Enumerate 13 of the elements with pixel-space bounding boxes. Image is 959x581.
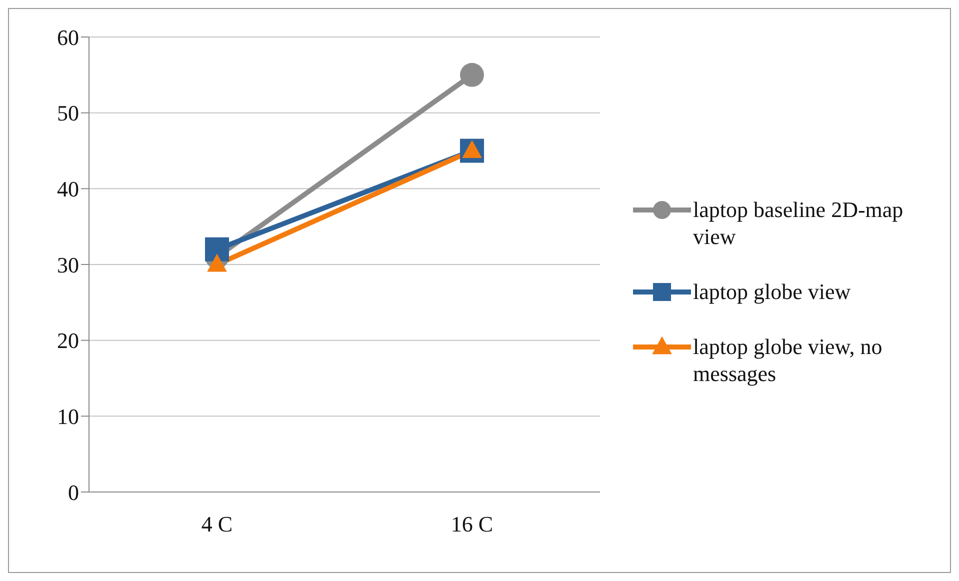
y-tick-label: 40 — [57, 176, 79, 202]
point — [460, 62, 484, 87]
x-tick-label: 4 C — [201, 512, 233, 537]
y-tick-label: 20 — [57, 328, 79, 354]
legend-label: laptop globe view — [693, 278, 851, 305]
y-tick-label: 60 — [57, 24, 79, 50]
x-tick-label: 16 C — [450, 512, 494, 537]
y-tick-label: 10 — [57, 404, 79, 429]
y-tick-label: 30 — [57, 252, 79, 278]
y-tick-label: 50 — [57, 100, 79, 126]
legend-label: laptop globe view, no messages — [693, 333, 884, 387]
legend-label: laptop baseline 2D-map view — [693, 196, 904, 250]
y-tick-label: 0 — [68, 480, 79, 505]
